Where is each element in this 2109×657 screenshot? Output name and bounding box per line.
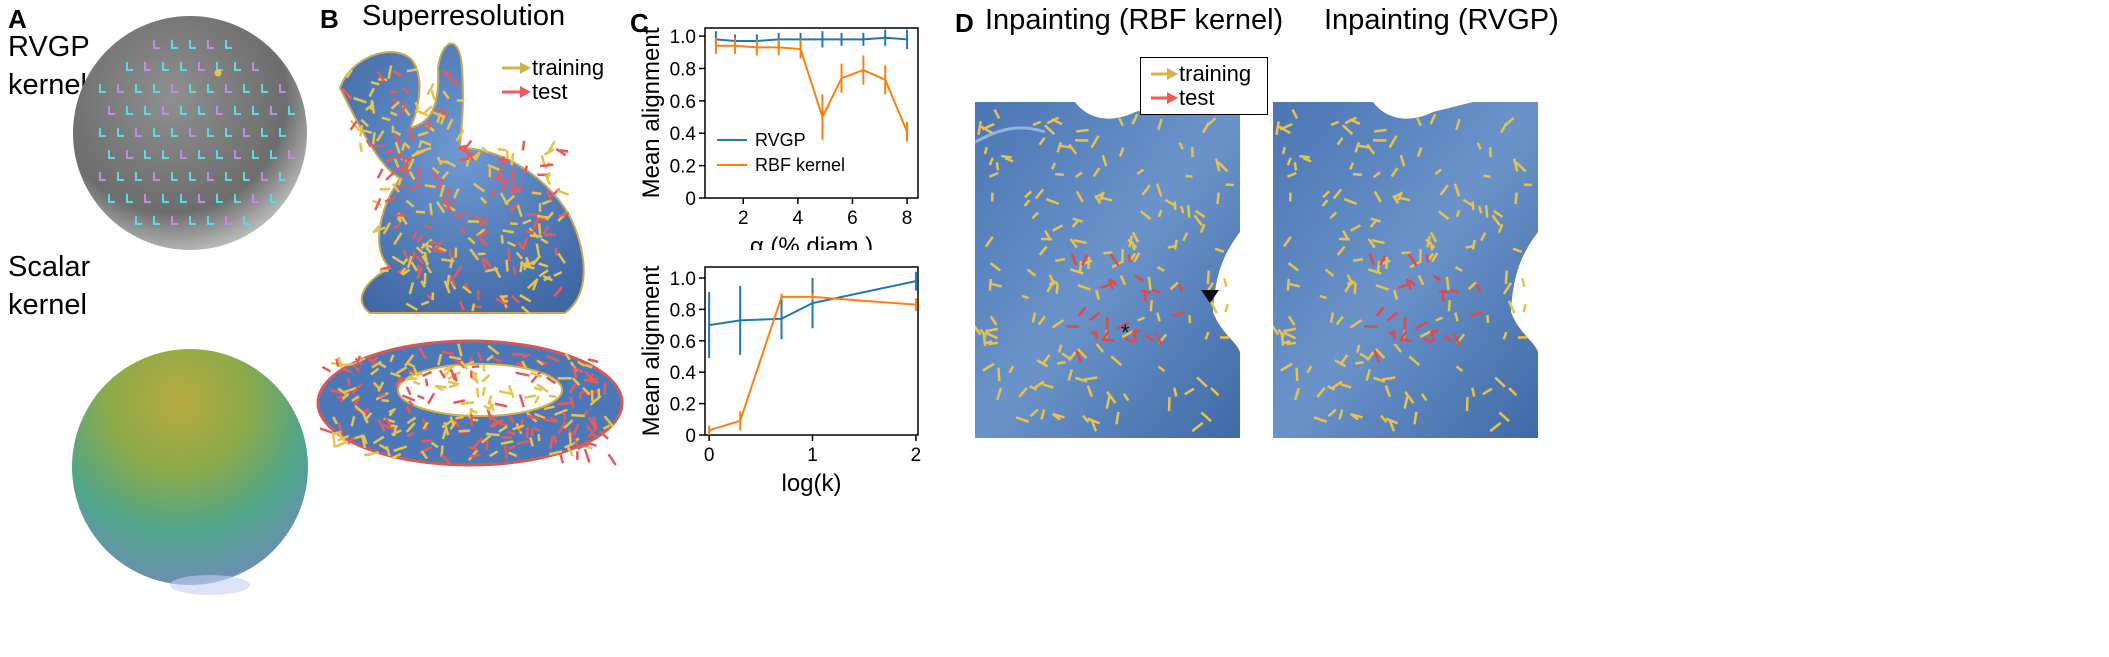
rvgp-kernel-label-line1: RVGP bbox=[8, 31, 90, 63]
asterisk-marker: * bbox=[1121, 320, 1130, 345]
y-tick-label: 0.2 bbox=[670, 395, 696, 416]
b-legend-test: test bbox=[500, 80, 604, 104]
y-tick-label: 0.6 bbox=[670, 92, 696, 113]
training-arrow-icon bbox=[502, 62, 531, 74]
y-tick-label: 0.2 bbox=[670, 157, 696, 178]
y-tick-label: 0.8 bbox=[670, 300, 696, 321]
plot-frame bbox=[704, 27, 919, 199]
x-axis-label: α (% diam.) bbox=[750, 233, 873, 250]
y-tick-label: 0.4 bbox=[670, 363, 697, 384]
rvgp-kernel-label: RVGP kernel bbox=[8, 28, 90, 104]
scalar-sphere bbox=[72, 349, 308, 595]
rvgp-sphere bbox=[73, 16, 307, 250]
b-legend-training: training bbox=[500, 56, 604, 80]
scalar-kernel-label-line1: Scalar bbox=[8, 251, 91, 283]
x-tick-label: 4 bbox=[793, 208, 804, 229]
superresolution-illustration bbox=[316, 42, 624, 467]
inpainting-rvgp-surface bbox=[1273, 102, 1538, 438]
plot-frame bbox=[704, 266, 919, 436]
y-tick-label: 0.6 bbox=[670, 332, 696, 353]
x-tick-label: 2 bbox=[911, 445, 922, 466]
scalar-kernel-label: Scalar kernel bbox=[8, 248, 90, 324]
d-legend-training: training bbox=[1149, 62, 1259, 86]
y-axis-label: Mean alignment bbox=[638, 265, 665, 436]
test-arrow-icon bbox=[502, 86, 531, 98]
y-tick-label: 0.8 bbox=[670, 59, 696, 80]
inpainting-rbf-surface: * bbox=[975, 102, 1240, 438]
b-legend-training-label: training bbox=[532, 55, 605, 80]
inpainting-rvgp-title: Inpainting (RVGP) bbox=[1324, 4, 1559, 36]
rvgp-kernel-label-line2: kernel bbox=[8, 69, 87, 101]
scalar-kernel-label-line2: kernel bbox=[8, 289, 87, 321]
training-arrow-icon bbox=[1151, 68, 1178, 80]
y-axis-label: Mean alignment bbox=[638, 27, 665, 198]
x-axis-label: log(k) bbox=[781, 470, 841, 497]
panel-letter-a: A bbox=[8, 4, 27, 34]
panel-letter-c: C bbox=[630, 8, 649, 38]
alignment-vs-logk-chart: 0 0.2 0.4 0.6 0.8 1.0 0 1 2 log(k) Mean alignment bbox=[638, 265, 922, 497]
b-legend: training test bbox=[500, 56, 604, 104]
alignment-vs-alpha-chart: 0 0.2 0.4 0.6 0.8 1.0 2 4 6 8 α (% diam.) Mean alig… bbox=[638, 27, 919, 250]
y-tick-label: 0 bbox=[685, 426, 696, 447]
torus-mesh bbox=[316, 339, 624, 467]
y-tick-label: 0.4 bbox=[670, 124, 697, 145]
y-tick-label: 0 bbox=[685, 189, 696, 210]
d-legend-training-label: training bbox=[1179, 61, 1252, 86]
series-line-0 bbox=[715, 36, 908, 42]
legend-label: RVGP bbox=[755, 130, 806, 150]
x-tick-label: 8 bbox=[902, 208, 913, 229]
x-tick-label: 2 bbox=[738, 208, 749, 229]
superresolution-title: Superresolution bbox=[362, 0, 566, 32]
d-legend: training test bbox=[1140, 57, 1268, 115]
sphere-illustrations bbox=[72, 16, 308, 595]
legend-label: RBF kernel bbox=[755, 155, 845, 175]
x-tick-label: 6 bbox=[847, 208, 858, 229]
x-tick-label: 0 bbox=[704, 445, 715, 466]
triangle-marker bbox=[1201, 290, 1219, 303]
bunny-mesh bbox=[338, 42, 585, 315]
inpainting-rbf-title: Inpainting (RBF kernel) bbox=[985, 4, 1284, 36]
test-arrow-icon bbox=[1151, 92, 1178, 104]
x-tick-label: 1 bbox=[807, 445, 818, 466]
panel-letter-b: B bbox=[320, 4, 339, 34]
b-legend-test-label: test bbox=[532, 79, 568, 104]
panel-letter-d: D bbox=[955, 8, 974, 38]
d-legend-test: test bbox=[1149, 86, 1259, 110]
series-line-1 bbox=[715, 44, 908, 133]
y-tick-label: 1.0 bbox=[670, 27, 696, 48]
y-tick-label: 1.0 bbox=[670, 269, 696, 290]
d-legend-test-label: test bbox=[1179, 85, 1215, 110]
